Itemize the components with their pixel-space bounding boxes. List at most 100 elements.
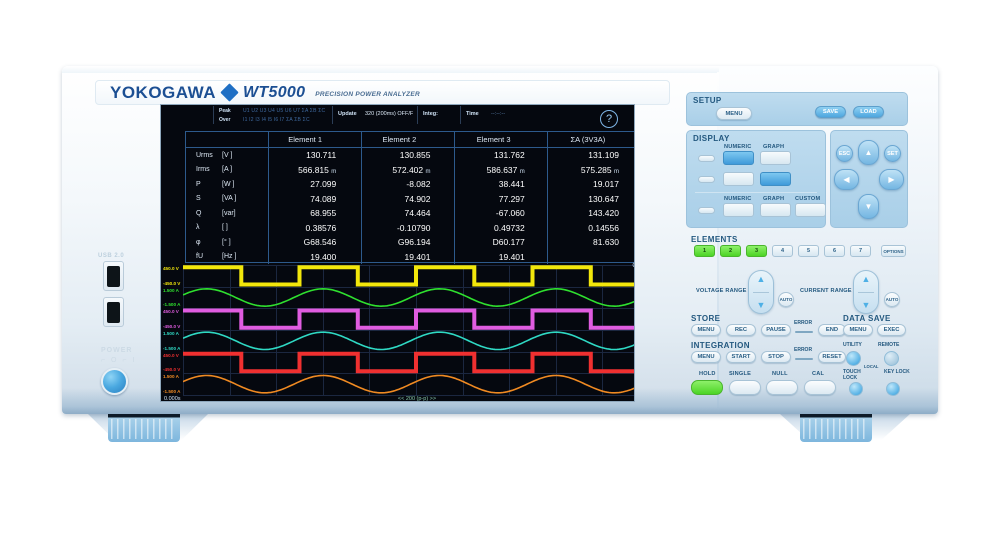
display-graph-button-2[interactable] [760,172,791,186]
display-numeric-label-1: NUMERIC [724,144,752,150]
element-button-4[interactable]: 4 [772,245,793,257]
table-row: P [W ] 27.099 -8.082 38.441 19.017 [186,177,634,192]
element-button-2[interactable]: 2 [720,245,741,257]
column-header: Element 1 [288,135,323,144]
setup-load-button[interactable]: LOAD [853,106,884,118]
table-row: S [VA ] 74.089 74.902 77.297 130.647 [186,192,634,207]
hold-button[interactable] [691,380,723,395]
element-button-3[interactable]: 3 [746,245,767,257]
display-custom-button[interactable] [795,203,826,217]
right-foot [800,414,872,442]
table-cell: 81.630 [593,237,619,248]
scale-label-top: 1.500 A [163,287,179,293]
nav-up-button[interactable]: ▲ [858,140,879,165]
usb-port-1[interactable] [103,261,124,291]
table-cell: 74.089 [310,193,337,204]
element-button-7[interactable]: 7 [850,245,871,257]
current-auto-button[interactable]: AUTO [884,292,900,307]
screen-status-bar: Peak U1 U2 U3 U4 U5 U6 U7 ΣA ΣB ΣC Over … [161,105,634,126]
power-button[interactable] [101,368,128,395]
key-lock-label: KEY LOCK [884,369,910,375]
display-custom-label: CUSTOM [795,196,821,202]
help-icon[interactable]: ? [600,110,618,128]
table-row: φ [° ] G68.546 G96.194 D60.177 81.630 [186,235,634,250]
power-symbol-icon: ⌐ O ⌐ I [101,357,137,364]
peak-label: Peak [219,108,231,114]
esc-button[interactable]: ESC [836,145,853,162]
single-label: SINGLE [729,371,752,377]
element-button-6[interactable]: 6 [824,245,845,257]
store-title: STORE [691,314,721,323]
key-lock-button[interactable] [886,382,900,396]
scale-label-top: 450.0 V [163,309,179,315]
waveform-area[interactable]: 450.0 V -450.0 V 1.500 A -1.500 A 450.0 V -45… [161,263,634,401]
current-range-down-icon[interactable]: ▼ [861,300,871,310]
current-range-up-icon[interactable]: ▲ [861,274,871,284]
nav-left-button[interactable]: ◀ [834,169,859,190]
over-cells: I1 I2 I3 I4 I5 I6 I7 ΣA ΣB ΣC [243,116,310,123]
data-save-title: DATA SAVE [843,314,891,323]
table-cell: 0.14556 [588,222,619,233]
table-cell: 38.441 [498,179,525,190]
store-pause-button[interactable]: PAUSE [761,324,791,336]
null-button[interactable] [766,380,798,395]
table-cell: G96.194 [397,237,431,248]
setup-save-button[interactable]: SAVE [815,106,846,118]
touch-lock-button[interactable] [849,382,863,396]
row-symbol: P [196,180,201,188]
single-button[interactable] [729,380,761,395]
element-button-1[interactable]: 1 [694,245,715,257]
table-cell: 130.647 [588,193,619,204]
current-range-rocker[interactable]: ▲ ▼ [853,270,879,314]
voltage-auto-button[interactable]: AUTO [778,292,794,307]
voltage-range-down-icon[interactable]: ▼ [756,300,766,310]
display-row2-indicator[interactable] [698,176,715,183]
integration-menu-button[interactable]: MENU [691,351,721,363]
cal-button[interactable] [804,380,836,395]
store-end-button[interactable]: END [818,324,846,336]
integration-reset-button[interactable]: RESET [818,351,846,363]
setup-menu-button[interactable]: MENU [716,107,752,120]
instrument-screen[interactable]: Peak U1 U2 U3 U4 U5 U6 U7 ΣA ΣB ΣC Over … [160,104,635,402]
current-range-label: CURRENT RANGE [800,288,852,294]
table-cell: 27.099 [310,179,337,190]
voltage-range-rocker[interactable]: ▲ ▼ [748,270,774,314]
display-numeric-button-1[interactable] [723,151,754,165]
row-unit: [V ] [222,151,233,159]
display-graph-button-1[interactable] [760,151,791,165]
display-row1-indicator[interactable] [698,155,715,162]
display-numeric-button-2[interactable] [723,172,754,186]
store-menu-button[interactable]: MENU [691,324,721,336]
over-label: Over [219,116,231,123]
integration-start-button[interactable]: START [726,351,756,363]
set-button[interactable]: SET [884,145,901,162]
scale-label-bottom: -450.0 V [163,280,181,286]
data-save-exec-button[interactable]: EXEC [877,324,906,336]
data-save-menu-button[interactable]: MENU [843,324,873,336]
display-graph-button-3[interactable] [760,203,791,217]
nav-down-button[interactable]: ▼ [858,194,879,219]
column-header: Element 2 [382,135,417,144]
utility-button[interactable] [846,351,861,366]
usb-port-2[interactable] [103,297,124,327]
null-label: NULL [772,371,788,377]
integration-error-led [795,358,813,360]
table-cell: 77.297 [498,193,525,204]
elements-options-button[interactable]: OPTIONS [881,245,906,257]
measurement-table: Element 1 Element 2 Element 3 ΣA (3V3A) Urms… [185,131,634,276]
table-cell: -8.082 [406,179,431,190]
table-cell: 0.49732 [494,222,525,233]
display-numeric-button-3[interactable] [723,203,754,217]
table-cell: 130.855 [399,150,431,161]
element-button-5[interactable]: 5 [798,245,819,257]
voltage-range-up-icon[interactable]: ▲ [756,274,766,284]
integration-title: INTEGRATION [691,341,750,350]
time-value: --:--:-- [491,111,506,117]
nav-right-button[interactable]: ▶ [879,169,904,190]
table-cell: 586.637 m [486,164,525,175]
display-row3-indicator[interactable] [698,207,715,214]
store-rec-button[interactable]: REC [726,324,756,336]
waveform-grid [183,265,634,396]
integration-stop-button[interactable]: STOP [761,351,791,363]
remote-button[interactable] [884,351,899,366]
